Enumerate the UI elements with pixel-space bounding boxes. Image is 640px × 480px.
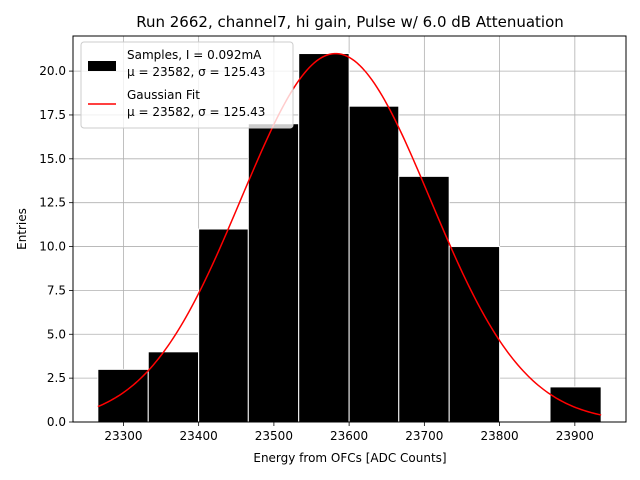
y-tick-label: 10.0 bbox=[39, 240, 66, 254]
x-axis-ticks: 23300 23400 23500 23600 23700 23800 23900 bbox=[104, 422, 594, 443]
histogram-bar bbox=[549, 386, 602, 423]
histogram-bar bbox=[398, 175, 450, 423]
x-tick-label: 23400 bbox=[180, 429, 218, 443]
histogram-bar bbox=[247, 123, 300, 423]
y-tick-label: 7.5 bbox=[47, 283, 66, 297]
x-tick-label: 23500 bbox=[255, 429, 293, 443]
x-tick-label: 23600 bbox=[330, 429, 368, 443]
legend-samples-stats: μ = 23582, σ = 125.43 bbox=[127, 65, 265, 79]
y-tick-label: 0.0 bbox=[47, 415, 66, 429]
y-axis-ticks: 0.0 2.5 5.0 7.5 10.0 12.5 15.0 17.5 20.0 bbox=[39, 64, 73, 429]
histogram-bars bbox=[97, 53, 602, 423]
y-tick-label: 20.0 bbox=[39, 64, 66, 78]
legend-fit-stats: μ = 23582, σ = 125.43 bbox=[127, 105, 265, 119]
y-tick-label: 2.5 bbox=[47, 371, 66, 385]
y-tick-label: 12.5 bbox=[39, 196, 66, 210]
y-axis-label: Entries bbox=[15, 208, 29, 250]
legend-samples-label: Samples, I = 0.092mA bbox=[127, 48, 262, 62]
histogram-bar bbox=[348, 105, 400, 423]
x-tick-label: 23300 bbox=[104, 429, 142, 443]
x-axis-label: Energy from OFCs [ADC Counts] bbox=[253, 451, 446, 465]
x-tick-label: 23900 bbox=[556, 429, 594, 443]
legend: Samples, I = 0.092mA μ = 23582, σ = 125.… bbox=[80, 41, 294, 129]
legend-box bbox=[80, 41, 294, 129]
y-tick-label: 5.0 bbox=[47, 327, 66, 341]
histogram-bar bbox=[198, 228, 249, 423]
x-tick-label: 23800 bbox=[481, 429, 519, 443]
y-tick-label: 15.0 bbox=[39, 152, 66, 166]
legend-samples-swatch bbox=[88, 61, 116, 71]
legend-fit-label: Gaussian Fit bbox=[127, 88, 200, 102]
histogram-bar bbox=[97, 368, 149, 423]
y-tick-label: 17.5 bbox=[39, 108, 66, 122]
x-tick-label: 23700 bbox=[405, 429, 443, 443]
histogram-bar bbox=[298, 53, 350, 423]
histogram-bar bbox=[448, 246, 501, 423]
gaussian-fit-line bbox=[97, 52, 602, 416]
chart-title: Run 2662, channel7, hi gain, Pulse w/ 6.… bbox=[136, 13, 564, 31]
